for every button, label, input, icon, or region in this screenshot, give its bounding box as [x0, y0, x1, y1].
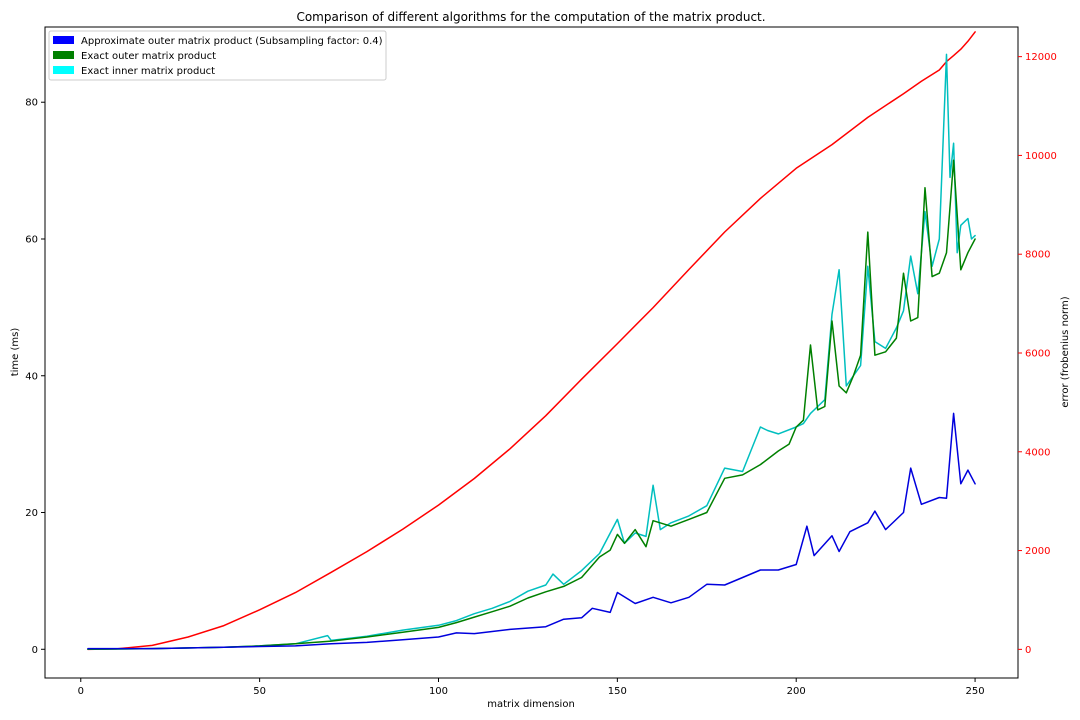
x-tick-label: 200 — [787, 686, 806, 697]
y2-axis-title: error (frobenius norm) — [1060, 296, 1071, 407]
legend: Approximate outer matrix product (Subsam… — [48, 30, 387, 81]
legend-label-outer: Exact outer matrix product — [81, 51, 216, 62]
x-tick-label: 250 — [966, 686, 985, 697]
x-tick-label: 100 — [429, 686, 448, 697]
plot-area — [87, 31, 976, 651]
series-line-exact-outer-matrix-product — [87, 159, 976, 651]
legend-box — [48, 30, 387, 81]
y-tick-label: 40 — [25, 371, 38, 382]
legend-swatch-approx — [53, 36, 74, 44]
y2-tick-label: 6000 — [1025, 348, 1050, 359]
y-tick-label: 80 — [25, 98, 38, 109]
y2-tick-label: 10000 — [1025, 151, 1057, 162]
chart-title: Comparison of different algorithms for t… — [296, 10, 765, 24]
x-tick-label: 50 — [253, 686, 266, 697]
x-tick-label: 0 — [78, 686, 84, 697]
legend-swatch-outer — [53, 51, 74, 59]
x-axis-title: matrix dimension — [487, 699, 575, 710]
legend-swatch-inner — [53, 66, 74, 74]
y2-tick-label: 8000 — [1025, 250, 1050, 261]
y-tick-label: 0 — [32, 645, 38, 656]
y-tick-label: 20 — [25, 508, 38, 519]
legend-label-approx: Approximate outer matrix product (Subsam… — [81, 36, 383, 47]
series-line-error-frobenius-norm — [87, 31, 976, 651]
series-line-exact-inner-matrix-product — [87, 53, 976, 651]
y2-tick-label: 0 — [1025, 645, 1031, 656]
y2-tick-label: 2000 — [1025, 546, 1050, 557]
legend-label-inner: Exact inner matrix product — [81, 66, 215, 77]
axes: 0 50 100 150 200 250 0 20 40 60 80 0 2000 4000 6000 800… — [25, 52, 1057, 697]
y2-tick-label: 12000 — [1025, 52, 1057, 63]
y2-tick-label: 4000 — [1025, 447, 1050, 458]
series-line-approximate-outer-matrix-product-subsampling-factor-0-4 — [87, 412, 976, 650]
y-axis-title: time (ms) — [10, 328, 21, 377]
x-tick-label: 150 — [608, 686, 627, 697]
y-tick-label: 60 — [25, 234, 38, 245]
